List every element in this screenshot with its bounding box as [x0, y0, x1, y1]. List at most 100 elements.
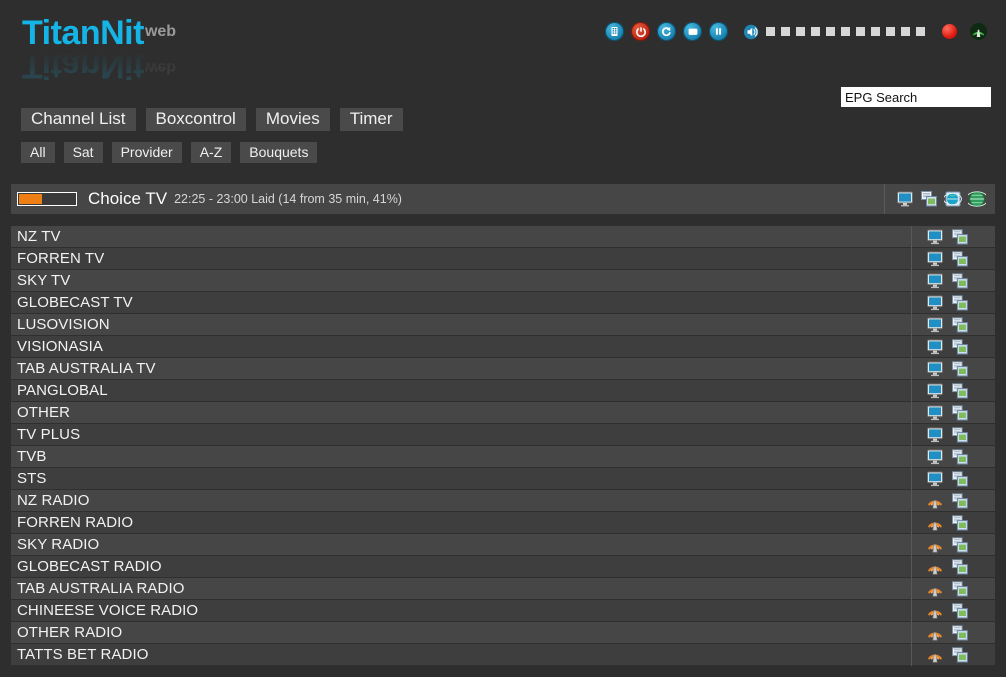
filter-sat[interactable]: Sat	[63, 142, 103, 163]
globe-blue-icon[interactable]	[944, 190, 962, 208]
filter-bouquets[interactable]: Bouquets	[240, 142, 318, 163]
volume-square[interactable]	[901, 27, 910, 36]
channel-row[interactable]: TV PLUS	[11, 423, 995, 446]
volume-level-squares[interactable]	[766, 27, 925, 36]
channel-row[interactable]: SKY TV	[11, 269, 995, 292]
monitor-icon[interactable]	[926, 382, 944, 400]
windows-stack-icon[interactable]	[951, 470, 969, 488]
monitor-icon[interactable]	[926, 272, 944, 290]
monitor-icon[interactable]	[926, 338, 944, 356]
record-icon[interactable]	[942, 24, 957, 39]
filter-all[interactable]: All	[21, 142, 55, 163]
now-playing-info[interactable]: Choice TV 22:25 - 23:00 Laid (14 from 35…	[11, 184, 885, 214]
channel-row[interactable]: OTHER	[11, 401, 995, 424]
volume-square[interactable]	[886, 27, 895, 36]
monitor-icon[interactable]	[926, 360, 944, 378]
channel-row[interactable]: SKY RADIO	[11, 533, 995, 556]
volume-square[interactable]	[826, 27, 835, 36]
windows-stack-icon[interactable]	[951, 294, 969, 312]
volume-square[interactable]	[841, 27, 850, 36]
monitor-icon[interactable]	[926, 250, 944, 268]
radio-antenna-icon[interactable]	[926, 580, 944, 598]
windows-stack-icon[interactable]	[951, 624, 969, 642]
monitor-icon[interactable]	[926, 470, 944, 488]
windows-stack-icon[interactable]	[951, 426, 969, 444]
monitor-icon[interactable]	[926, 228, 944, 246]
windows-stack-icon[interactable]	[951, 448, 969, 466]
windows-stack-icon[interactable]	[951, 316, 969, 334]
volume-square[interactable]	[781, 27, 790, 36]
channel-row-actions	[911, 423, 995, 446]
channel-row[interactable]: STS	[11, 467, 995, 490]
screenshot-icon[interactable]	[683, 22, 702, 41]
nav-boxcontrol[interactable]: Boxcontrol	[145, 108, 246, 131]
monitor-icon[interactable]	[926, 404, 944, 422]
nav-channel-list[interactable]: Channel List	[21, 108, 136, 131]
globe-green-icon[interactable]	[968, 190, 986, 208]
signal-antenna-icon[interactable]	[969, 22, 988, 41]
monitor-icon[interactable]	[896, 190, 914, 208]
nav-timer[interactable]: Timer	[339, 108, 403, 131]
volume-control[interactable]	[743, 23, 925, 41]
radio-antenna-icon[interactable]	[926, 558, 944, 576]
channel-row[interactable]: FORREN RADIO	[11, 511, 995, 534]
windows-stack-icon[interactable]	[951, 250, 969, 268]
monitor-icon[interactable]	[926, 426, 944, 444]
volume-square[interactable]	[811, 27, 820, 36]
monitor-icon[interactable]	[926, 316, 944, 334]
windows-stack-icon[interactable]	[951, 536, 969, 554]
monitor-icon[interactable]	[926, 448, 944, 466]
keypad-icon[interactable]	[605, 22, 624, 41]
radio-antenna-icon[interactable]	[926, 492, 944, 510]
channel-row[interactable]: GLOBECAST TV	[11, 291, 995, 314]
channel-row[interactable]: CHINEESE VOICE RADIO	[11, 599, 995, 622]
radio-antenna-icon[interactable]	[926, 602, 944, 620]
channel-row[interactable]: TVB	[11, 445, 995, 468]
windows-stack-icon[interactable]	[920, 190, 938, 208]
volume-square[interactable]	[766, 27, 775, 36]
volume-square[interactable]	[796, 27, 805, 36]
channel-row[interactable]: TAB AUSTRALIA RADIO	[11, 577, 995, 600]
channel-row[interactable]: NZ TV	[11, 225, 995, 248]
channel-row[interactable]: OTHER RADIO	[11, 621, 995, 644]
windows-stack-icon[interactable]	[951, 602, 969, 620]
windows-stack-icon[interactable]	[951, 514, 969, 532]
channel-row[interactable]: NZ RADIO	[11, 489, 995, 512]
windows-stack-icon[interactable]	[951, 272, 969, 290]
channel-row-label: NZ RADIO	[17, 492, 90, 509]
power-icon[interactable]	[631, 22, 650, 41]
channel-row[interactable]: TAB AUSTRALIA TV	[11, 357, 995, 380]
radio-antenna-icon[interactable]	[926, 536, 944, 554]
epg-search-input[interactable]	[840, 86, 992, 108]
windows-stack-icon[interactable]	[951, 558, 969, 576]
channel-row[interactable]: TATTS BET RADIO	[11, 643, 995, 666]
volume-square[interactable]	[916, 27, 925, 36]
windows-stack-icon[interactable]	[951, 404, 969, 422]
radio-antenna-icon[interactable]	[926, 624, 944, 642]
volume-square[interactable]	[871, 27, 880, 36]
windows-stack-icon[interactable]	[951, 338, 969, 356]
channel-row[interactable]: GLOBECAST RADIO	[11, 555, 995, 578]
program-progress-bar	[17, 192, 77, 206]
refresh-icon[interactable]	[657, 22, 676, 41]
windows-stack-icon[interactable]	[951, 646, 969, 664]
windows-stack-icon[interactable]	[951, 360, 969, 378]
radio-antenna-icon[interactable]	[926, 646, 944, 664]
windows-stack-icon[interactable]	[951, 492, 969, 510]
volume-square[interactable]	[856, 27, 865, 36]
windows-stack-icon[interactable]	[951, 580, 969, 598]
channel-row[interactable]: FORREN TV	[11, 247, 995, 270]
pause-icon[interactable]	[709, 22, 728, 41]
channel-row[interactable]: LUSOVISION	[11, 313, 995, 336]
filter-provider[interactable]: Provider	[111, 142, 182, 163]
channel-row-actions	[911, 269, 995, 292]
windows-stack-icon[interactable]	[951, 382, 969, 400]
monitor-icon[interactable]	[926, 294, 944, 312]
radio-antenna-icon[interactable]	[926, 514, 944, 532]
channel-row[interactable]: PANGLOBAL	[11, 379, 995, 402]
nav-movies[interactable]: Movies	[255, 108, 330, 131]
channel-row[interactable]: VISIONASIA	[11, 335, 995, 358]
filter-a-z[interactable]: A-Z	[190, 142, 232, 163]
windows-stack-icon[interactable]	[951, 228, 969, 246]
volume-icon[interactable]	[743, 23, 761, 41]
